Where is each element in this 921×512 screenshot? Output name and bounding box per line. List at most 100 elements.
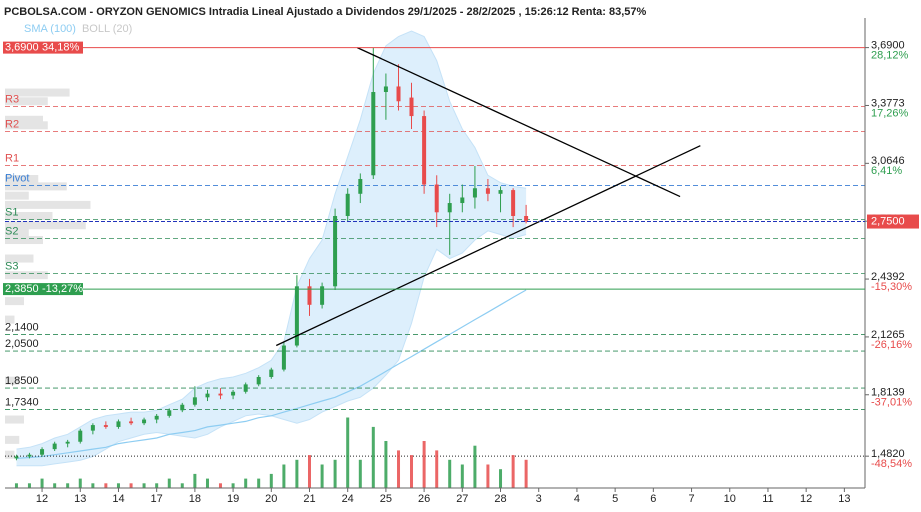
- volume-profile-bar: [5, 97, 48, 106]
- volume-bar: [333, 459, 337, 488]
- candle-body: [78, 430, 83, 442]
- candle-body: [103, 425, 108, 427]
- legend-entry: BOLL (20): [82, 23, 132, 35]
- candle-body: [154, 415, 159, 420]
- candle-body: [218, 393, 223, 396]
- volume-bar: [155, 483, 159, 488]
- y-tick-change: -15,30%: [871, 281, 912, 293]
- candle-body: [333, 215, 338, 287]
- candle-body: [358, 178, 363, 194]
- volume-profile-bar: [5, 435, 20, 444]
- x-tick-label: 3: [536, 493, 542, 505]
- x-tick-label: 14: [112, 493, 124, 505]
- volume-bar: [307, 455, 311, 488]
- volume-bar: [244, 478, 248, 488]
- volume-bar: [486, 464, 490, 488]
- sma-line: [16, 289, 527, 459]
- candle-body: [269, 369, 274, 377]
- volume-profile-bar: [5, 191, 29, 200]
- candle-body: [485, 188, 490, 194]
- volume-bar: [346, 417, 350, 488]
- candle-body: [320, 286, 325, 305]
- volume-bar: [358, 459, 362, 488]
- volume-profile-bar: [5, 315, 15, 324]
- volume-bar: [282, 464, 286, 488]
- bollinger-band: [16, 31, 527, 466]
- x-tick-label: 13: [74, 493, 86, 505]
- trendline: [356, 47, 681, 198]
- volume-profile-bar: [5, 121, 48, 130]
- volume-bar: [320, 464, 324, 488]
- candle-body: [524, 215, 529, 222]
- y-tick-label: 3,6900: [871, 40, 905, 52]
- candle-body: [422, 116, 427, 185]
- volume-bar: [205, 478, 209, 488]
- volume-bar: [167, 478, 171, 488]
- marker-change: -13,27%: [42, 283, 83, 295]
- candle-body: [40, 449, 45, 455]
- candle-body: [460, 197, 465, 204]
- volume-profile-bar: [5, 174, 39, 183]
- volume-bar: [422, 441, 426, 488]
- candle-body: [434, 184, 439, 213]
- y-tick-label: 1,4820: [871, 448, 905, 460]
- level-label: R2: [5, 119, 19, 131]
- level-label: 2,0500: [5, 338, 39, 350]
- candle-body: [447, 203, 452, 213]
- volume-bar: [460, 464, 464, 488]
- candle-body: [498, 190, 503, 194]
- candle-body: [180, 404, 185, 411]
- volume-bar: [40, 478, 44, 488]
- candle-body: [396, 86, 401, 102]
- volume-profile-bar: [5, 88, 70, 97]
- marker-box: [3, 283, 83, 296]
- candle-body: [231, 391, 236, 396]
- x-tick-label: 17: [151, 493, 163, 505]
- candle-body: [294, 286, 299, 346]
- volume-profile-bar: [5, 376, 20, 385]
- level-label: 1,8500: [5, 375, 39, 387]
- candle-body: [472, 188, 477, 198]
- candle-body: [511, 190, 516, 216]
- candle-body: [167, 410, 172, 416]
- volume-bar: [180, 483, 184, 488]
- volume-profile-bar: [5, 221, 86, 230]
- volume-bar: [66, 483, 70, 488]
- volume-profile-bar: [5, 254, 34, 263]
- candle-body: [243, 384, 248, 392]
- volume-profile-bar: [5, 115, 43, 124]
- candle-body: [205, 393, 210, 398]
- volume-bar: [384, 441, 388, 488]
- y-tick-label: 2,4392: [871, 271, 905, 283]
- y-tick-change: -26,16%: [871, 339, 912, 351]
- x-tick-label: 26: [418, 493, 430, 505]
- volume-bar: [499, 469, 503, 488]
- candle-body: [371, 92, 376, 176]
- volume-bar: [269, 473, 273, 488]
- marker-label: 2,7500: [871, 215, 905, 227]
- candle-body: [192, 397, 197, 405]
- candle-body: [345, 193, 350, 216]
- x-tick-label: 5: [612, 493, 618, 505]
- x-tick-label: 13: [838, 493, 850, 505]
- y-tick-change: 6,41%: [871, 165, 902, 177]
- y-tick-change: 28,12%: [871, 50, 909, 62]
- volume-bar: [129, 483, 133, 488]
- marker-label: 2,3850: [5, 283, 39, 295]
- volume-bar: [371, 426, 375, 488]
- candle-body: [383, 86, 388, 93]
- x-tick-label: 4: [574, 493, 580, 505]
- volume-profile-bar: [5, 200, 91, 209]
- volume-bar: [91, 483, 95, 488]
- y-tick-change: -48,54%: [871, 458, 912, 470]
- volume-bar: [231, 483, 235, 488]
- volume-bar: [295, 459, 299, 488]
- candle-body: [256, 376, 261, 385]
- candle-body: [307, 286, 312, 305]
- level-label: Pivot: [5, 172, 29, 184]
- candle-body: [281, 345, 286, 370]
- volume-bar: [78, 478, 82, 488]
- volume-profile-bar: [5, 271, 48, 280]
- level-label: R1: [5, 152, 19, 164]
- x-tick-label: 11: [762, 493, 773, 505]
